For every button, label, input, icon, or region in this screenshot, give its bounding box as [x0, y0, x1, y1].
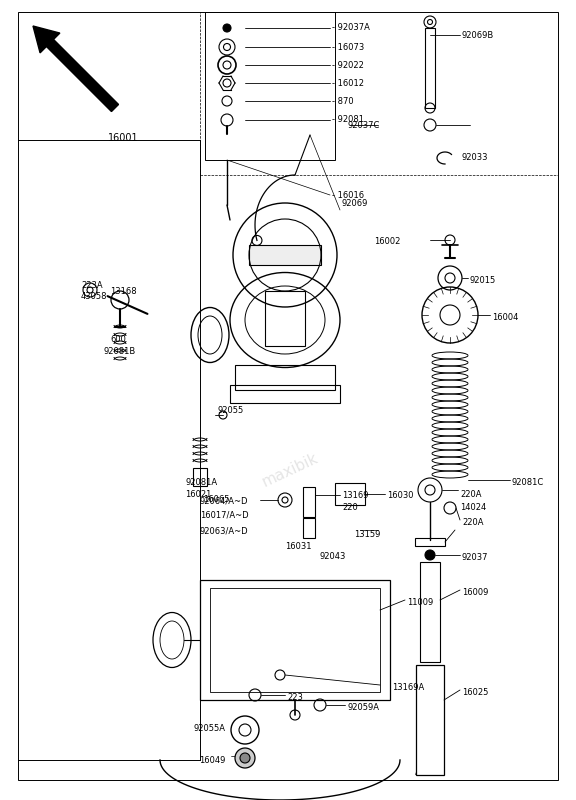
- Text: 92063/A~D: 92063/A~D: [200, 526, 249, 535]
- Text: maxibik: maxibik: [259, 450, 320, 490]
- Text: 13168: 13168: [110, 287, 137, 296]
- Text: 16009: 16009: [462, 588, 488, 597]
- Bar: [416, 665, 444, 775]
- Circle shape: [235, 748, 255, 768]
- Text: 223: 223: [287, 693, 303, 702]
- Bar: [415, 538, 445, 546]
- Text: - 16012: - 16012: [332, 78, 364, 87]
- Text: 92043: 92043: [320, 552, 346, 561]
- Bar: [265, 291, 305, 346]
- Text: 13159: 13159: [354, 530, 380, 539]
- Text: 92081A: 92081A: [185, 478, 217, 487]
- Bar: [193, 468, 207, 486]
- Text: - 16073: - 16073: [332, 42, 364, 51]
- Text: 16025: 16025: [462, 688, 488, 697]
- Text: 92069B: 92069B: [462, 30, 494, 39]
- Text: 92069: 92069: [342, 199, 369, 208]
- Text: 16002: 16002: [374, 237, 400, 246]
- Text: 92037C: 92037C: [348, 121, 380, 130]
- Text: 16065: 16065: [203, 495, 230, 505]
- Bar: [210, 588, 380, 692]
- Text: 92015: 92015: [470, 276, 497, 285]
- Text: - 870: - 870: [332, 97, 354, 106]
- Bar: [303, 487, 315, 517]
- Text: 223A: 223A: [81, 281, 103, 290]
- Text: 92081B: 92081B: [103, 347, 135, 356]
- Bar: [230, 385, 340, 403]
- FancyArrow shape: [33, 26, 119, 111]
- Text: 16017/A~D: 16017/A~D: [200, 510, 249, 519]
- Text: 16004: 16004: [492, 313, 518, 322]
- Bar: [205, 12, 335, 160]
- Text: 92059A: 92059A: [347, 703, 379, 712]
- Text: 16021: 16021: [185, 490, 211, 499]
- Bar: [235, 365, 335, 390]
- Text: 13169: 13169: [342, 491, 369, 500]
- Text: 92081C: 92081C: [512, 478, 544, 487]
- Text: 92055A: 92055A: [193, 724, 225, 733]
- Text: 43058: 43058: [81, 292, 108, 301]
- FancyArrowPatch shape: [108, 296, 147, 314]
- Text: 220: 220: [342, 503, 358, 512]
- Text: 220A: 220A: [460, 490, 482, 499]
- Circle shape: [425, 550, 435, 560]
- Text: 92055: 92055: [218, 406, 244, 415]
- Circle shape: [223, 24, 231, 32]
- Text: 16031: 16031: [285, 542, 312, 551]
- Bar: [420, 562, 440, 662]
- Text: 600: 600: [110, 335, 126, 344]
- Text: 13169A: 13169A: [392, 683, 425, 692]
- Text: - 92081: - 92081: [332, 115, 364, 125]
- Text: 92064/A~D: 92064/A~D: [200, 497, 248, 506]
- Bar: [425, 28, 435, 108]
- Text: - 16016: - 16016: [332, 190, 364, 199]
- Text: 14024: 14024: [460, 503, 486, 512]
- Text: 16001: 16001: [108, 133, 139, 143]
- Text: 11009: 11009: [407, 598, 433, 607]
- Text: 92033: 92033: [462, 154, 488, 162]
- Text: - 92022: - 92022: [332, 61, 364, 70]
- Text: - 92037A: - 92037A: [332, 23, 370, 33]
- Bar: [200, 580, 390, 700]
- Bar: [303, 518, 315, 538]
- Text: 16049: 16049: [199, 756, 225, 765]
- Bar: [335, 483, 365, 505]
- Circle shape: [240, 753, 250, 763]
- Text: 220A: 220A: [462, 518, 483, 527]
- Text: 92037: 92037: [462, 553, 488, 562]
- Bar: [249, 245, 321, 265]
- Text: 16030: 16030: [387, 491, 414, 500]
